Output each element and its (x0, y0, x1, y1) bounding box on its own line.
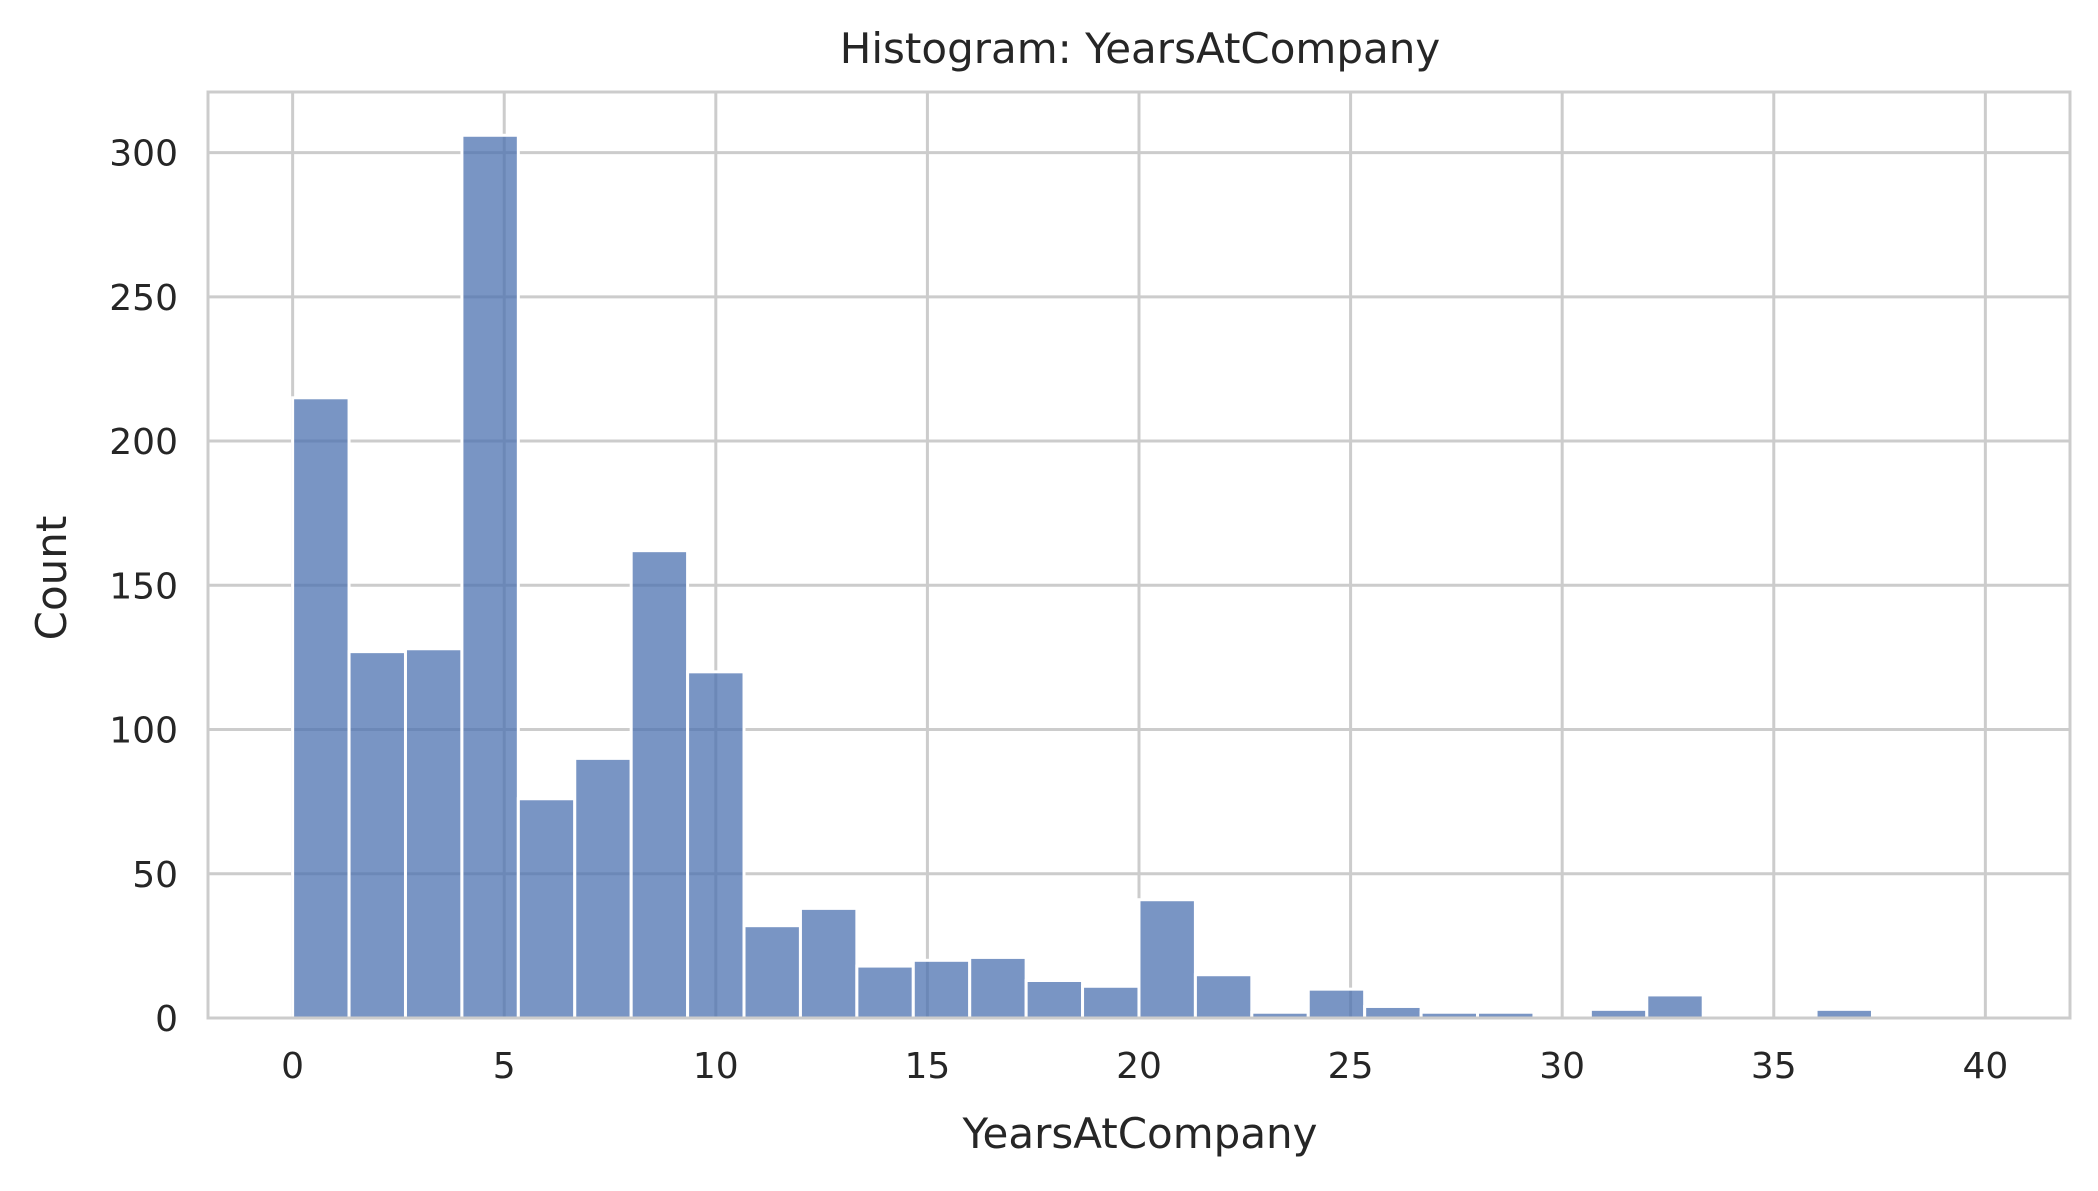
histogram-bar (1081, 984, 1141, 1020)
y-tick-label: 300 (109, 134, 178, 175)
x-tick-label: 0 (281, 1046, 304, 1087)
bars (291, 133, 1874, 1020)
x-tick-label: 15 (905, 1046, 951, 1087)
y-tick-label: 0 (155, 999, 178, 1040)
histogram-bar (968, 955, 1028, 1020)
histogram-bar (516, 797, 577, 1020)
histogram-bar (573, 756, 633, 1020)
histogram-bar (291, 396, 351, 1020)
x-tick-label: 20 (1116, 1046, 1162, 1087)
x-tick-labels: 0 5 10 15 20 25 30 35 40 (281, 1046, 2008, 1087)
y-tick-label: 100 (109, 711, 178, 752)
x-tick-label: 10 (693, 1046, 739, 1087)
histogram-bar (460, 133, 520, 1020)
y-tick-label: 150 (109, 566, 178, 607)
histogram-bar (1306, 987, 1367, 1020)
chart-title: Histogram: YearsAtCompany (840, 24, 1440, 73)
x-tick-label: 30 (1539, 1046, 1585, 1087)
histogram-bar (629, 549, 690, 1020)
histogram-bar (1193, 973, 1254, 1020)
x-tick-label: 25 (1328, 1046, 1374, 1087)
histogram-bar (403, 647, 464, 1020)
plot-frame (206, 90, 2072, 1020)
histogram-bar (347, 650, 407, 1020)
y-tick-label: 50 (132, 855, 178, 896)
histogram-bar (1645, 993, 1705, 1020)
histogram-bar (1137, 898, 1197, 1020)
x-tick-label: 35 (1751, 1046, 1797, 1087)
histogram-bar (686, 670, 746, 1020)
y-axis-title: Count (27, 516, 76, 641)
histogram-bar (911, 958, 972, 1020)
histogram-bar (742, 924, 802, 1020)
x-tick-label: 5 (493, 1046, 516, 1087)
x-tick-label: 40 (1962, 1046, 2008, 1087)
histogram-bar (1024, 978, 1085, 1020)
x-axis-title: YearsAtCompany (961, 1109, 1317, 1158)
histogram-bar (1363, 1004, 1423, 1020)
y-tick-label: 250 (109, 278, 178, 319)
y-tick-labels: 0 50 100 150 200 250 300 (109, 134, 178, 1040)
histogram-bar (798, 906, 859, 1020)
y-tick-label: 200 (109, 422, 178, 463)
histogram-bar (855, 964, 915, 1020)
